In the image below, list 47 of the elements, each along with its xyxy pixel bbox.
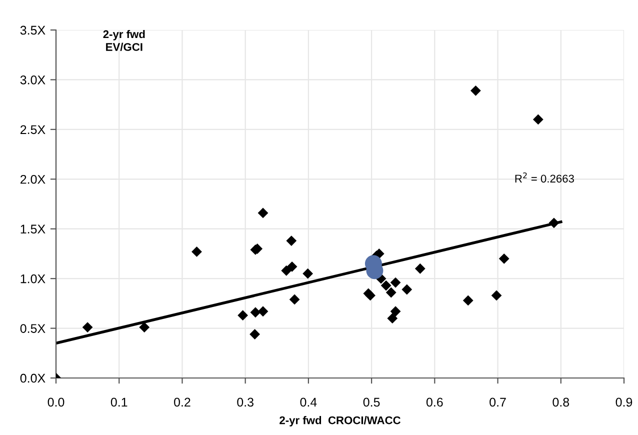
y-tick-label: 2.5X <box>20 125 46 134</box>
x-tick-label: 0.4 <box>300 398 317 407</box>
point <box>498 253 510 264</box>
y-tick-label: 3.0X <box>20 76 46 84</box>
x-tick-label: 0.3 <box>237 398 254 407</box>
y-tick-label: 0.0X <box>20 374 46 383</box>
point <box>387 313 398 324</box>
annotation: R$^{2}$ = 0.2663 <box>515 172 574 183</box>
point <box>286 236 297 246</box>
point <box>380 280 392 291</box>
x-tick-label: 0.1 <box>110 398 128 407</box>
point <box>82 322 93 332</box>
point <box>250 307 261 318</box>
x-tick-label: 0.7 <box>490 398 506 407</box>
point <box>286 261 298 272</box>
point <box>139 322 150 332</box>
y-tick-label: 3.5X <box>20 26 46 35</box>
point <box>281 265 292 276</box>
x-axis-title: 2-yr fwd CROCI/WACC <box>280 416 401 426</box>
point <box>386 287 396 298</box>
y-tick-label: 1.5X <box>20 224 46 234</box>
x-tick-label: 0.9 <box>616 398 632 407</box>
x-tick-label: 0.2 <box>174 398 190 407</box>
point <box>402 284 412 295</box>
x-tick-label: 0.5 <box>363 398 380 407</box>
x-tick-label: 0.8 <box>552 398 570 407</box>
point <box>192 246 202 257</box>
point <box>491 290 502 301</box>
y-tick-label: 0.5X <box>20 324 46 333</box>
point <box>258 208 268 218</box>
x-tick-label: 0.0 <box>48 398 64 407</box>
x-tick-label: 0.6 <box>426 398 443 407</box>
point <box>289 294 300 305</box>
point <box>414 263 426 274</box>
point <box>390 277 401 288</box>
point <box>238 310 248 321</box>
point <box>250 329 260 340</box>
point <box>390 306 401 317</box>
y-tick-label: 1.0X <box>20 274 46 284</box>
point <box>548 218 560 228</box>
point <box>302 268 314 279</box>
y-tick-label: 2.0X <box>20 174 46 184</box>
point <box>462 295 474 306</box>
point <box>532 114 544 125</box>
y-axis-title: 2-yr fwd EV/GCI <box>103 30 145 52</box>
point <box>258 306 268 317</box>
point <box>470 85 481 96</box>
